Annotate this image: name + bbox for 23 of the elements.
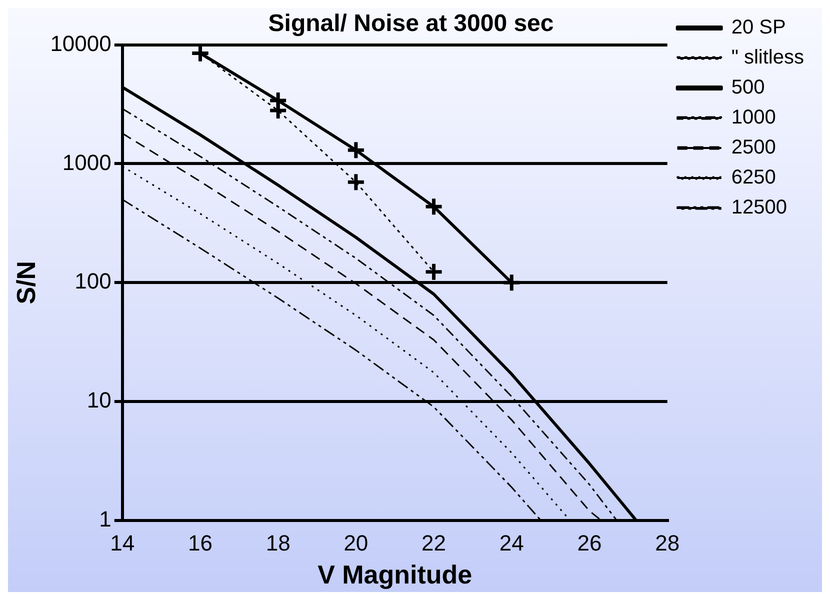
legend-label: 6250	[731, 166, 776, 189]
legend-label: 1000	[731, 106, 776, 129]
x-tick-label: 20	[344, 530, 368, 556]
x-tick-label: 24	[499, 530, 524, 556]
y-tick-label: 1	[99, 506, 112, 532]
y-axis-title: S/N	[10, 260, 41, 304]
x-axis-title: V Magnitude	[318, 560, 472, 590]
x-tick-label: 16	[188, 530, 212, 556]
legend-label: 500	[731, 76, 765, 99]
legend-label: 12500	[731, 196, 787, 219]
y-tick-label: 100	[74, 268, 112, 294]
x-tick-label: 14	[110, 530, 135, 556]
y-tick-label: 10000	[50, 30, 112, 56]
y-tick-label: 10	[86, 388, 112, 413]
x-tick-label: 18	[266, 530, 290, 556]
x-tick-label: 22	[422, 530, 446, 556]
y-tick-label: 1000	[62, 150, 112, 175]
x-tick-label: 26	[577, 530, 602, 556]
legend-label: 20 SP	[731, 16, 786, 39]
legend-label: 2500	[731, 136, 776, 159]
legend-label: " slitless	[731, 46, 804, 69]
chart-title: Signal/ Noise at 3000 sec	[268, 10, 554, 38]
x-tick-label: 28	[655, 530, 680, 556]
